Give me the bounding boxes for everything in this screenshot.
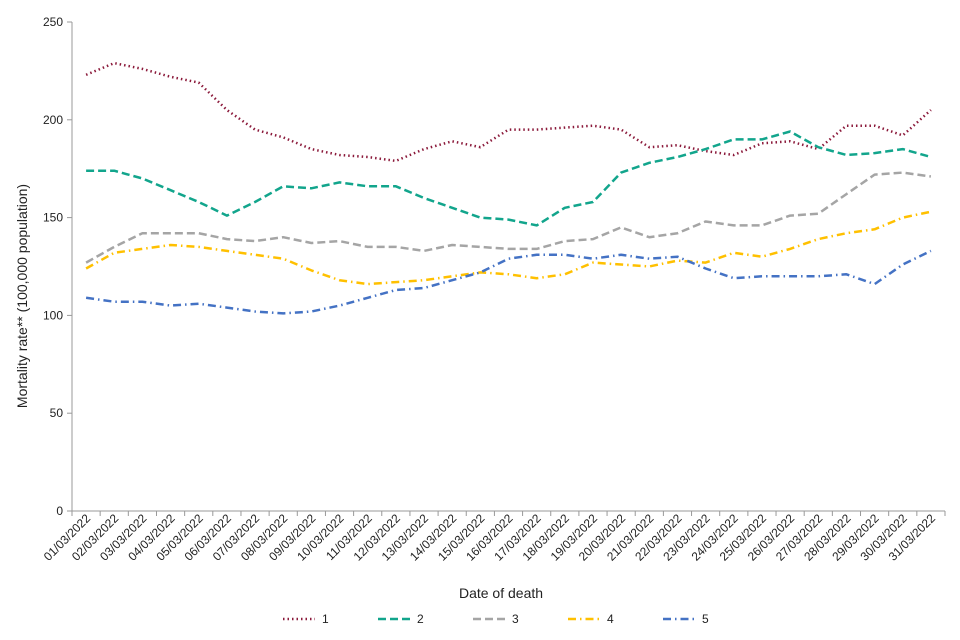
- y-tick-label: 250: [43, 15, 63, 29]
- y-tick-label: 150: [43, 211, 63, 225]
- y-tick-label: 50: [50, 406, 64, 420]
- x-axis-title: Date of death: [459, 585, 543, 601]
- series-line-1: [85, 61, 932, 163]
- legend-label-5: 5: [702, 612, 709, 626]
- y-tick-label: 0: [56, 504, 63, 518]
- x-axis: 01/03/202202/03/202203/03/202204/03/2022…: [41, 510, 946, 564]
- y-tick-label: 100: [43, 308, 63, 322]
- series-line-5: [85, 249, 932, 315]
- series-layer: [85, 61, 932, 315]
- legend-label-4: 4: [607, 612, 614, 626]
- legend-label-3: 3: [512, 612, 519, 626]
- series-line-2: [86, 130, 932, 227]
- series-line-3: [85, 171, 932, 264]
- y-tick-label: 200: [43, 113, 63, 127]
- y-axis: 0 50 100 150 200 250: [43, 15, 73, 518]
- legend-label-2: 2: [417, 612, 424, 626]
- legend: 1 2 3 4 5: [283, 612, 709, 626]
- y-axis-title: Mortality rate** (100,000 population): [14, 184, 30, 408]
- legend-label-1: 1: [322, 612, 329, 626]
- series-line-4: [85, 210, 932, 286]
